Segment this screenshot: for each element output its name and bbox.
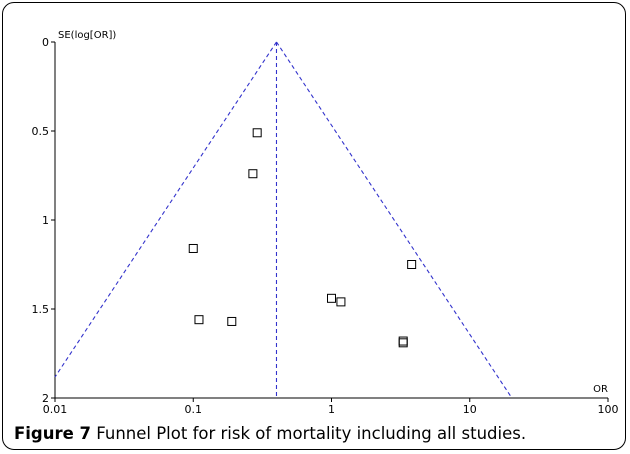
figure-caption: Figure 7 Funnel Plot for risk of mortali… [14,424,624,443]
y-tick-label: 1 [42,214,49,227]
x-axis-label: OR [593,384,608,395]
study-point [407,260,417,269]
data-points [188,128,417,348]
y-tick-label: 1.5 [32,303,50,316]
study-point [327,293,336,303]
figure-frame [2,2,626,450]
study-point [227,316,237,326]
study-point [194,315,204,325]
y-tick-label: 0 [42,36,49,49]
funnel-left-line [54,41,277,378]
study-point [252,128,262,138]
funnel-right-line [276,41,513,399]
study-point [248,169,258,179]
x-tick-label: 1 [328,403,335,416]
study-point [336,297,346,307]
caption-text: Funnel Plot for risk of mortality includ… [91,424,527,443]
x-tick-label: 100 [598,403,619,416]
funnel-lines [54,41,513,399]
y-axis-label: SE(log[OR]) [58,30,116,41]
figure-number: Figure 7 [14,424,92,443]
x-tick-label: 0.01 [43,403,68,416]
x-tick-label: 10 [463,403,477,416]
study-point [188,243,198,253]
axes: 0 0.5 1 1.5 20.01 0.1 1 10 100 SE(log[OR]) OR [32,30,619,416]
study-point [398,338,408,348]
y-tick-label: 2 [42,392,49,405]
x-tick-label: 0.1 [185,403,203,416]
study-point [398,336,408,346]
y-tick-label: 0.5 [32,125,50,138]
